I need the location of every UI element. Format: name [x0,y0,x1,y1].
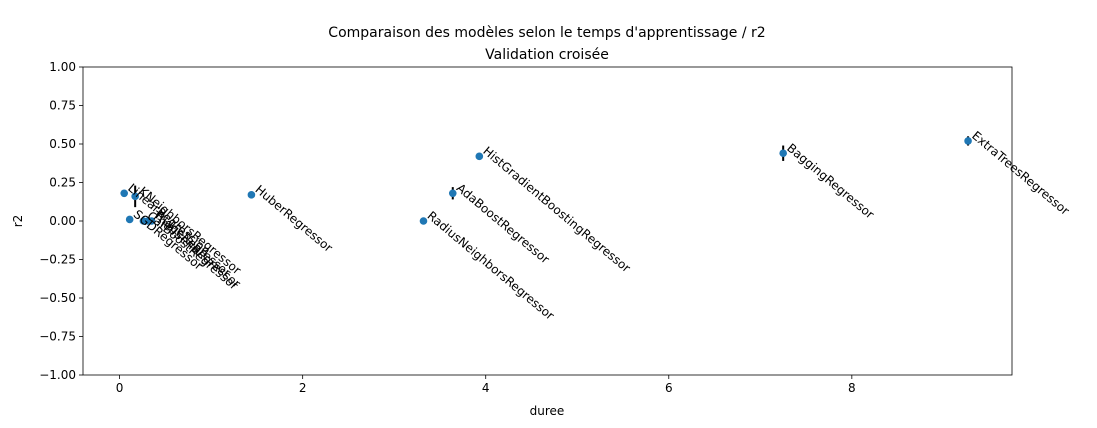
chart-title: Comparaison des modèles selon le temps d… [328,25,765,41]
y-tick-label: −1.00 [39,368,76,382]
y-tick-label: 1.00 [49,60,76,74]
y-tick-label: 0.75 [49,99,76,113]
y-tick-label: 0.50 [49,137,76,151]
data-point [475,152,484,161]
data-point [120,189,128,198]
x-tick-label: 8 [848,381,856,395]
chart-marks [120,136,972,225]
plot-frame [82,66,1013,376]
point-label: RadiusNeighborsRegressor [425,209,557,323]
data-point [131,192,139,201]
y-tick-label: 0.25 [49,176,76,190]
x-axis-label: duree [530,404,565,418]
x-tick-label: 0 [116,381,124,395]
y-tick-label: 0.00 [49,214,76,228]
x-tick-label: 4 [482,381,490,395]
data-point [247,191,256,199]
point-labels: LinearRegressionSGDRegressorKNeighborsRe… [125,128,1072,322]
point-label: ExtraTreesRegressor [969,128,1072,218]
y-tick-label: −0.75 [39,330,76,344]
y-tick-label: −0.50 [39,291,76,305]
data-point [125,215,134,224]
x-tick-label: 6 [665,381,673,395]
point-label: BaggingRegressor [784,141,877,222]
point-label: HuberRegressor [252,182,335,255]
point-label: HistGradientBoostingRegressor [480,144,633,275]
data-point [419,217,428,225]
data-point [147,217,156,225]
data-point [779,149,787,158]
data-point [448,189,457,198]
y-tick-label: −0.25 [39,253,76,267]
x-tick-label: 2 [299,381,307,395]
chart-subtitle: Validation croisée [485,47,609,63]
axis-ticks: 0 2 4 6 8 −1.00 −0.75 −0.50 −0.25 0.00 0.25 0.50 0.7… [39,60,855,395]
y-axis-label: r2 [11,215,25,228]
data-point [964,137,972,145]
